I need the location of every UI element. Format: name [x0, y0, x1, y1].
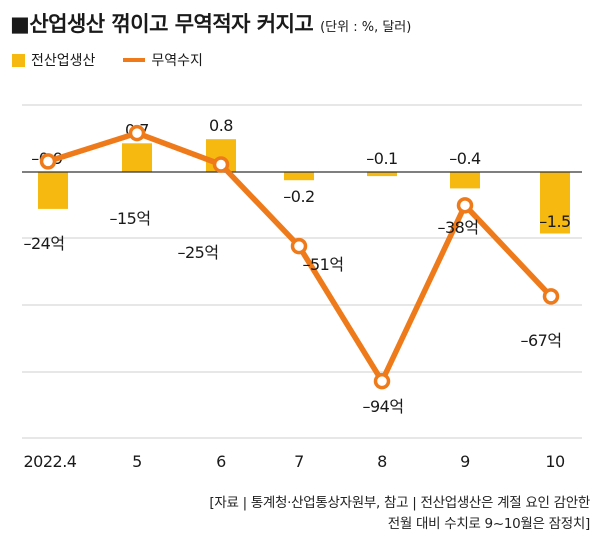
line-marker-3 — [290, 237, 308, 255]
x-tick-label-0: 2022.4 — [24, 452, 77, 471]
chart-canvas: –0.90.70.8–0.2–0.1–0.4–1.5–24억–15억–25억–5… — [22, 104, 582, 471]
x-tick-label-6: 10 — [545, 452, 565, 471]
line-marker-1 — [128, 124, 146, 142]
line-marker-4 — [373, 372, 391, 390]
x-tick-label-3: 7 — [294, 452, 304, 471]
legend-bar-swatch — [12, 53, 25, 67]
line-value-label-2: –25억 — [177, 243, 218, 262]
title-marker: ■ — [10, 12, 30, 36]
x-tick-label-2: 6 — [216, 452, 226, 471]
title-text: 산업생산 꺾이고 무역적자 커지고 — [29, 12, 314, 36]
chart-title: ■산업생산 꺾이고 무역적자 커지고 (단위 : %, 달러) — [10, 8, 411, 38]
line-value-label-6: –67억 — [520, 331, 561, 350]
line-value-label-0: –24억 — [23, 234, 64, 253]
x-tick-label-4: 8 — [377, 452, 387, 471]
bar-0 — [38, 172, 68, 209]
x-tick-label-5: 9 — [460, 452, 470, 471]
bar-4 — [367, 172, 397, 177]
bar-1 — [122, 143, 152, 172]
source-line-1: [자료 | 통계청·산업통상자원부, 참고 | 전산업생산은 계절 요인 감안한 — [209, 495, 590, 511]
legend-line-label: 무역수지 — [151, 53, 203, 69]
line-marker-0 — [39, 153, 57, 170]
bar-3 — [284, 172, 314, 181]
line-value-label-4: –94억 — [362, 397, 403, 416]
source-note: [자료 | 통계청·산업통상자원부, 참고 | 전산업생산은 계절 요인 감안한… — [209, 493, 590, 535]
bar-value-label-3: –0.2 — [283, 187, 314, 206]
legend-line-swatch — [123, 58, 146, 62]
bar-value-label-2: 0.8 — [209, 116, 233, 135]
bar-value-label-5: –0.4 — [449, 149, 481, 168]
line-marker-6 — [542, 288, 560, 305]
line-marker-2 — [212, 156, 230, 173]
source-line-2: 전월 대비 수치로 9~10월은 잠정치] — [387, 516, 591, 532]
unit-label: (단위 : %, 달러) — [320, 20, 412, 35]
legend-bar-label: 전산업생산 — [31, 53, 96, 69]
line-value-label-3: –51억 — [302, 255, 343, 274]
x-tick-label-1: 5 — [132, 452, 142, 471]
bar-5 — [450, 172, 480, 189]
bar-6 — [540, 172, 570, 234]
line-marker-5 — [456, 197, 474, 214]
bar-value-label-6: –1.5 — [539, 212, 570, 231]
line-value-label-1: –15억 — [109, 209, 150, 228]
legend: 전산업생산 무역수지 — [12, 50, 203, 70]
line-value-label-5: –38억 — [437, 218, 478, 237]
bar-value-label-4: –0.1 — [366, 149, 397, 168]
